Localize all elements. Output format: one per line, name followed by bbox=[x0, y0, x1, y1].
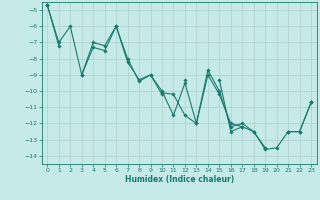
X-axis label: Humidex (Indice chaleur): Humidex (Indice chaleur) bbox=[124, 175, 234, 184]
